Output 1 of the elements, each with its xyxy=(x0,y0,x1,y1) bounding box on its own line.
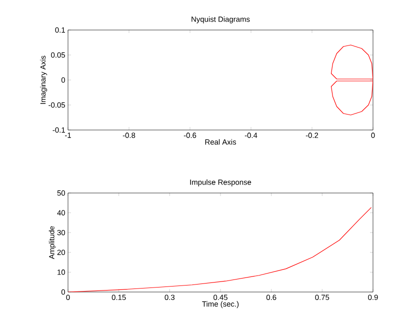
line-series xyxy=(68,207,372,292)
